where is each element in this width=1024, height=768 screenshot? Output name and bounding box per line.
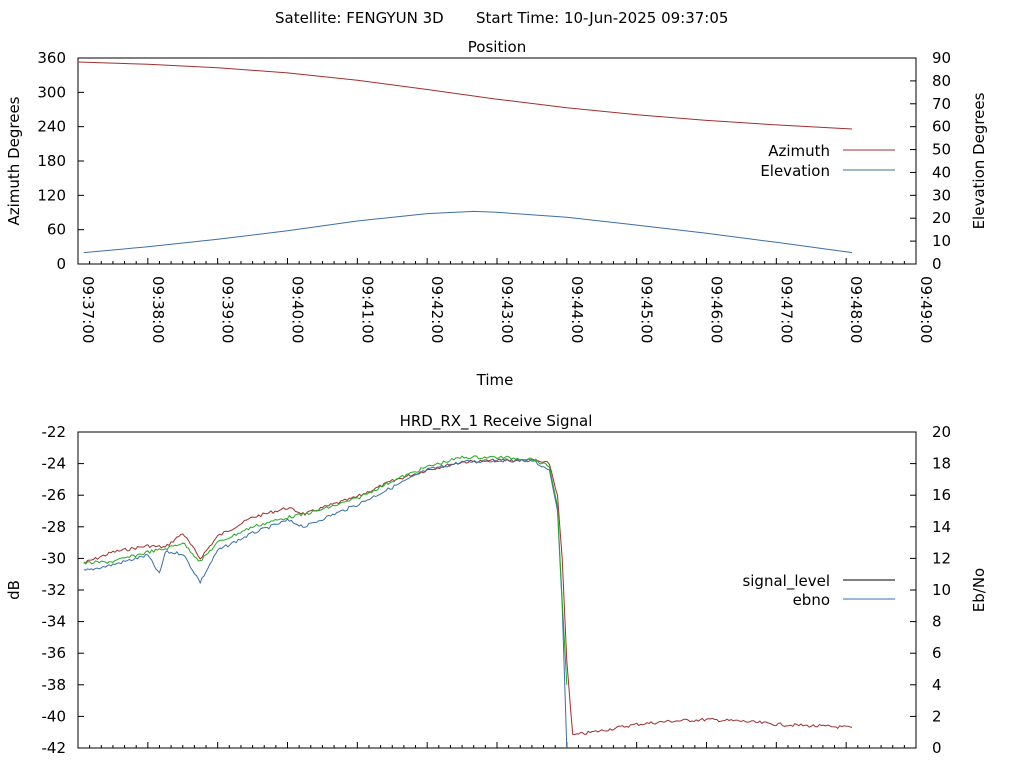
- y-tick-label: -32: [42, 581, 67, 599]
- y-tick-label: -42: [42, 739, 67, 757]
- y2-tick-label: 70: [932, 95, 951, 113]
- y2-tick-label: 40: [932, 163, 951, 181]
- y2-tick-label: 20: [932, 423, 951, 441]
- signal-series: [83, 455, 853, 749]
- series-azimuth-line: [77, 61, 853, 130]
- position-xlabel: Time: [476, 371, 514, 389]
- x-tick-label: 09:40:00: [289, 276, 307, 343]
- y2-tick-label: 6: [932, 644, 942, 662]
- position-plot-frame: [77, 57, 917, 265]
- y-tick-label: -24: [42, 455, 67, 473]
- x-tick-label: 09:49:00: [917, 276, 935, 343]
- position-ylabel: Azimuth Degrees: [5, 96, 23, 225]
- position-chart: Position Azimuth Degrees Elevation Degre…: [5, 38, 988, 389]
- x-tick-label: 09:44:00: [568, 276, 586, 343]
- y-tick-label: 240: [37, 118, 66, 136]
- y-tick-label: 120: [37, 186, 66, 204]
- legend-label: Azimuth: [768, 142, 830, 160]
- y2-tick-label: 10: [932, 232, 951, 250]
- y-tick-label: -30: [42, 549, 67, 567]
- y-tick-label: 180: [37, 152, 66, 170]
- y2-tick-label: 0: [932, 255, 942, 273]
- signal-plot-frame: [77, 431, 917, 749]
- legend-label: ebno: [793, 591, 830, 609]
- y-tick-label: -40: [42, 707, 67, 725]
- start-time-label: Start Time: 10-Jun-2025 09:37:05: [476, 9, 728, 27]
- y2-tick-label: 20: [932, 209, 951, 227]
- signal-ylabel: dB: [5, 580, 23, 600]
- y2-tick-label: 90: [932, 49, 951, 67]
- y2-tick-label: 4: [932, 676, 942, 694]
- y2-tick-label: 16: [932, 486, 951, 504]
- x-tick-label: 09:42:00: [428, 276, 446, 343]
- y-tick-label: -22: [42, 423, 67, 441]
- legend-label: Elevation: [760, 162, 830, 180]
- position-series: [77, 61, 853, 254]
- y2-tick-label: 10: [932, 581, 951, 599]
- y-tick-label: -26: [42, 486, 67, 504]
- series-elevation-line: [83, 210, 853, 254]
- y2-tick-label: 0: [932, 739, 942, 757]
- y2-tick-label: 2: [932, 707, 942, 725]
- x-tick-label: 09:37:00: [79, 276, 97, 343]
- signal-title: HRD_RX_1 Receive Signal: [400, 412, 593, 431]
- y2-tick-label: 30: [932, 186, 951, 204]
- y2-tick-label: 14: [932, 518, 951, 536]
- y2-tick-label: 50: [932, 141, 951, 159]
- position-x-ticks: 09:37:00 09:38:00 09:39:00 09:40:00 09:41:00…: [77, 258, 935, 343]
- signal-x-ticks: [77, 742, 917, 748]
- x-tick-label: 09:38:00: [149, 276, 167, 343]
- y-tick-label: 60: [47, 221, 66, 239]
- y-tick-label: -34: [42, 613, 67, 631]
- series-ebno-line: [83, 458, 568, 749]
- x-tick-label: 09:43:00: [498, 276, 516, 343]
- signal-y-ticks: -22 -24 -26 -28 -30 -32 -34 -36 -38 -40 -42: [42, 423, 84, 757]
- position-legend: Azimuth Elevation: [760, 142, 895, 180]
- position-y2-ticks: 0 10 20 30 40 50 60 70 80 90: [910, 49, 951, 273]
- y-tick-label: -28: [42, 518, 67, 536]
- series-unlabeled-line: [83, 455, 568, 685]
- y2-tick-label: 80: [932, 72, 951, 90]
- x-tick-label: 09:47:00: [777, 276, 795, 343]
- y-tick-label: -36: [42, 644, 67, 662]
- y2-tick-label: 8: [932, 613, 942, 631]
- y-tick-label: 300: [37, 83, 66, 101]
- y-tick-label: 360: [37, 49, 66, 67]
- x-tick-label: 09:45:00: [638, 276, 656, 343]
- position-y-ticks: 0 60 120 180 240 300 360: [37, 49, 84, 273]
- position-y2label: Elevation Degrees: [970, 92, 988, 229]
- y2-tick-label: 18: [932, 455, 951, 473]
- y2-tick-label: 12: [932, 549, 951, 567]
- signal-chart: HRD_RX_1 Receive Signal dB Eb/No -22-24-…: [5, 412, 988, 757]
- x-tick-label: 09:48:00: [847, 276, 865, 343]
- y2-tick-label: 60: [932, 118, 951, 136]
- x-tick-label: 09:39:00: [219, 276, 237, 343]
- satellite-label: Satellite: FENGYUN 3D: [275, 9, 444, 27]
- y-tick-label: 0: [56, 255, 66, 273]
- x-tick-label: 09:46:00: [708, 276, 726, 343]
- position-title: Position: [468, 38, 526, 56]
- legend-label: signal_level: [742, 572, 830, 591]
- signal-y2label: Eb/No: [970, 568, 988, 612]
- x-tick-label: 09:41:00: [358, 276, 376, 343]
- y-tick-label: -38: [42, 676, 67, 694]
- series-signal-level-line: [83, 458, 853, 736]
